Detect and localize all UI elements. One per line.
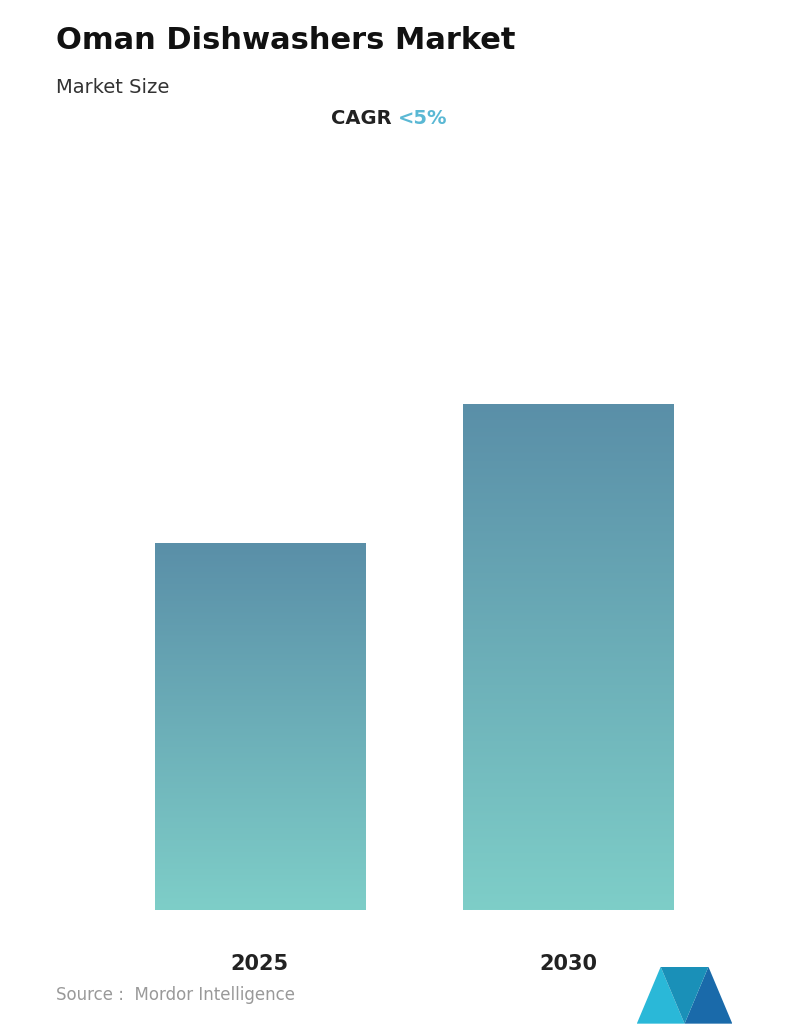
- Text: Source :  Mordor Intelligence: Source : Mordor Intelligence: [56, 985, 295, 1004]
- Polygon shape: [637, 967, 685, 1024]
- Text: 2030: 2030: [539, 954, 597, 974]
- Polygon shape: [661, 967, 708, 1024]
- Text: Oman Dishwashers Market: Oman Dishwashers Market: [56, 26, 515, 55]
- Text: <5%: <5%: [398, 110, 447, 128]
- Polygon shape: [685, 967, 732, 1024]
- Text: Market Size: Market Size: [56, 78, 169, 96]
- Text: CAGR: CAGR: [330, 110, 398, 128]
- Text: 2025: 2025: [231, 954, 289, 974]
